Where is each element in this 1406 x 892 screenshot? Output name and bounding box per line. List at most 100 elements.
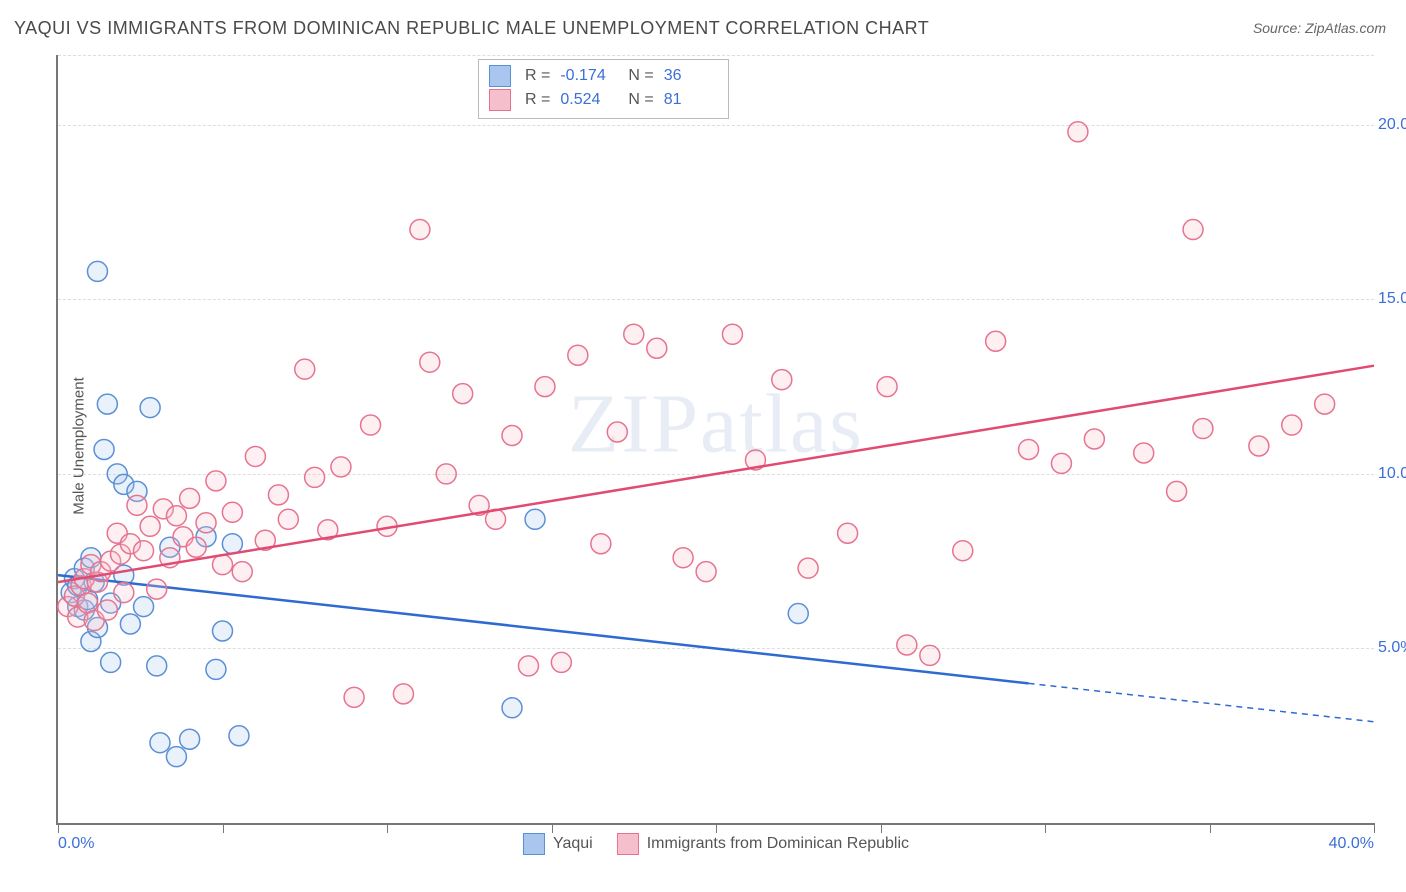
data-point-dr [877, 377, 897, 397]
n-value-yaqui: 36 [664, 64, 718, 88]
stats-legend-box: R = -0.174 N = 36 R = 0.524 N = 81 [478, 59, 729, 119]
n-label: N = [628, 64, 653, 88]
data-point-dr [591, 534, 611, 554]
n-label: N = [628, 88, 653, 112]
data-point-yaqui [120, 614, 140, 634]
trendline-ext-yaqui [1029, 683, 1374, 721]
swatch-dr [489, 89, 511, 111]
data-point-dr [127, 495, 147, 515]
data-point-dr [393, 684, 413, 704]
data-point-dr [1193, 419, 1213, 439]
data-point-dr [278, 509, 298, 529]
data-point-dr [772, 370, 792, 390]
r-label: R = [525, 88, 550, 112]
data-point-dr [1315, 394, 1335, 414]
data-point-yaqui [87, 261, 107, 281]
x-tick [1374, 823, 1375, 833]
x-tick-label: 40.0% [1329, 835, 1374, 853]
data-point-dr [166, 506, 186, 526]
data-point-yaqui [180, 729, 200, 749]
scatter-svg [58, 55, 1374, 823]
trendline-yaqui [58, 575, 1029, 683]
legend-swatch-dr [617, 833, 639, 855]
data-point-dr [305, 467, 325, 487]
data-point-yaqui [788, 604, 808, 624]
stats-row-dr: R = 0.524 N = 81 [489, 88, 718, 112]
data-point-dr [647, 338, 667, 358]
data-point-yaqui [147, 656, 167, 676]
data-point-dr [268, 485, 288, 505]
y-tick-label: 20.0% [1378, 116, 1406, 134]
legend-item-yaqui: Yaqui [523, 833, 593, 855]
data-point-dr [1134, 443, 1154, 463]
data-point-yaqui [150, 733, 170, 753]
data-point-dr [838, 523, 858, 543]
data-point-dr [295, 359, 315, 379]
y-tick-label: 15.0% [1378, 290, 1406, 308]
data-point-dr [535, 377, 555, 397]
data-point-yaqui [502, 698, 522, 718]
data-point-dr [1019, 439, 1039, 459]
data-point-yaqui [222, 534, 242, 554]
data-point-dr [551, 652, 571, 672]
data-point-yaqui [134, 597, 154, 617]
data-point-yaqui [94, 439, 114, 459]
bottom-legend: Yaqui Immigrants from Dominican Republic [523, 833, 909, 855]
data-point-dr [696, 562, 716, 582]
data-point-dr [213, 555, 233, 575]
data-point-dr [180, 488, 200, 508]
data-point-dr [673, 548, 693, 568]
data-point-dr [361, 415, 381, 435]
data-point-dr [1249, 436, 1269, 456]
x-tick [552, 823, 553, 833]
data-point-dr [518, 656, 538, 676]
data-point-dr [206, 471, 226, 491]
data-point-dr [502, 426, 522, 446]
swatch-yaqui [489, 65, 511, 87]
trendline-dr [58, 366, 1374, 582]
data-point-dr [798, 558, 818, 578]
data-point-yaqui [229, 726, 249, 746]
data-point-dr [420, 352, 440, 372]
data-point-yaqui [206, 659, 226, 679]
data-point-dr [134, 541, 154, 561]
data-point-yaqui [101, 652, 121, 672]
data-point-dr [147, 579, 167, 599]
x-tick [1045, 823, 1046, 833]
y-tick-label: 10.0% [1378, 465, 1406, 483]
x-tick-label: 0.0% [58, 835, 94, 853]
data-point-dr [722, 324, 742, 344]
data-point-dr [986, 331, 1006, 351]
data-point-yaqui [97, 394, 117, 414]
x-tick [881, 823, 882, 833]
data-point-dr [624, 324, 644, 344]
data-point-dr [953, 541, 973, 561]
data-point-dr [1051, 453, 1071, 473]
data-point-yaqui [166, 747, 186, 767]
data-point-dr [1068, 122, 1088, 142]
data-point-dr [410, 220, 430, 240]
r-value-yaqui: -0.174 [560, 64, 614, 88]
data-point-yaqui [213, 621, 233, 641]
data-point-dr [1282, 415, 1302, 435]
legend-item-dr: Immigrants from Dominican Republic [617, 833, 909, 855]
source-attribution: Source: ZipAtlas.com [1253, 20, 1386, 36]
data-point-dr [331, 457, 351, 477]
data-point-dr [453, 384, 473, 404]
x-tick [223, 823, 224, 833]
x-tick [1210, 823, 1211, 833]
n-value-dr: 81 [664, 88, 718, 112]
data-point-dr [114, 583, 134, 603]
legend-swatch-yaqui [523, 833, 545, 855]
data-point-dr [222, 502, 242, 522]
data-point-yaqui [140, 398, 160, 418]
data-point-dr [1167, 481, 1187, 501]
legend-label-yaqui: Yaqui [553, 835, 593, 853]
plot-area: ZIPatlas 5.0%10.0%15.0%20.0% R = -0.174 … [56, 55, 1374, 825]
data-point-dr [344, 687, 364, 707]
data-point-dr [568, 345, 588, 365]
chart-title: YAQUI VS IMMIGRANTS FROM DOMINICAN REPUB… [14, 18, 929, 39]
legend-label-dr: Immigrants from Dominican Republic [647, 835, 909, 853]
data-point-yaqui [525, 509, 545, 529]
data-point-dr [97, 600, 117, 620]
